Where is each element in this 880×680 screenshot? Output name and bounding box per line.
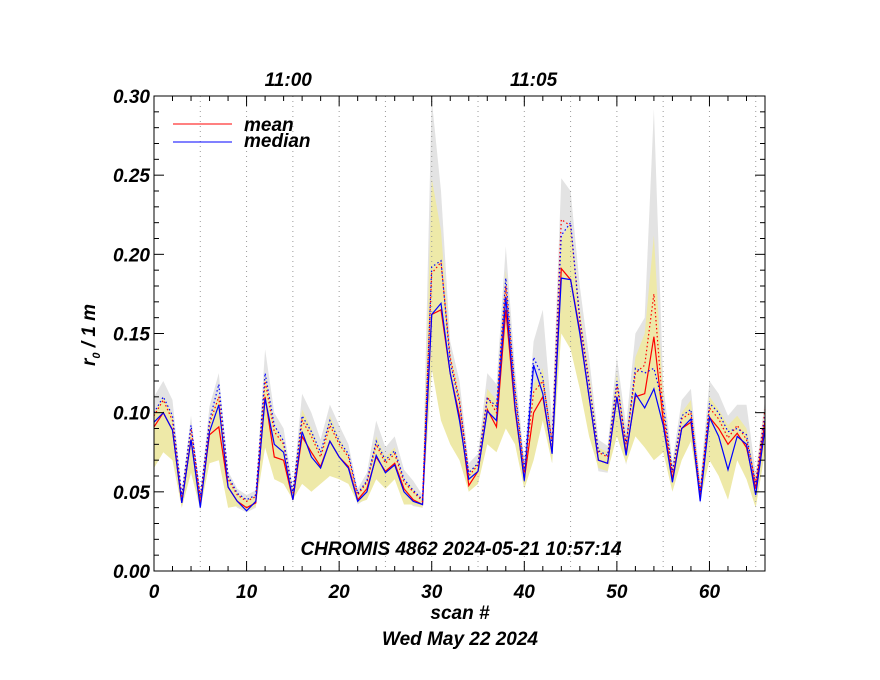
median-upper-line <box>153 221 766 502</box>
legend-mean-label: mean <box>244 115 294 136</box>
y-axis-title-subscript: 0 <box>91 352 103 359</box>
x-tick-label-60: 60 <box>699 582 721 603</box>
tick-labels: 0 10 20 30 40 50 60 0.00 0.05 0.10 0.15 0.20 0.25 0.3… <box>113 70 720 603</box>
y-axis-title-units: / 1 m <box>79 304 100 353</box>
y-tick-label-6: 0.30 <box>113 87 150 108</box>
observation-annotation: CHROMIS 4862 2024-05-21 10:57:14 <box>300 539 622 560</box>
data-lines <box>153 218 766 512</box>
y-axis-title: r0 / 1 m <box>79 304 103 366</box>
x-axis-title: scan # <box>430 603 490 624</box>
y-tick-label-0: 0.00 <box>113 562 150 583</box>
x-tick-label-40: 40 <box>513 582 536 603</box>
x-tick-label-0: 0 <box>149 582 160 603</box>
y-tick-label-5: 0.25 <box>113 166 150 187</box>
x-tick-label-50: 50 <box>606 582 628 603</box>
time-label-1: 11:05 <box>510 70 558 91</box>
legend: mean median <box>173 115 311 152</box>
median-line <box>153 277 766 512</box>
y-tick-label-3: 0.15 <box>113 325 150 346</box>
x-tick-label-20: 20 <box>328 582 351 603</box>
y-tick-label-1: 0.05 <box>113 483 150 504</box>
mean-line <box>153 267 766 509</box>
mean-upper-line <box>153 218 766 503</box>
x-tick-label-10: 10 <box>236 582 258 603</box>
time-label-0: 11:00 <box>265 70 313 91</box>
x-tick-label-30: 30 <box>421 582 443 603</box>
legend-median-label: median <box>244 131 311 152</box>
y-axis-title-r: r <box>79 357 100 366</box>
y-tick-label-4: 0.20 <box>113 245 150 266</box>
range-band <box>154 99 765 513</box>
tick-marks <box>153 95 766 572</box>
y-tick-label-2: 0.10 <box>113 404 150 425</box>
percentile-bands <box>154 99 765 513</box>
date-label: Wed May 22 2024 <box>382 629 538 650</box>
